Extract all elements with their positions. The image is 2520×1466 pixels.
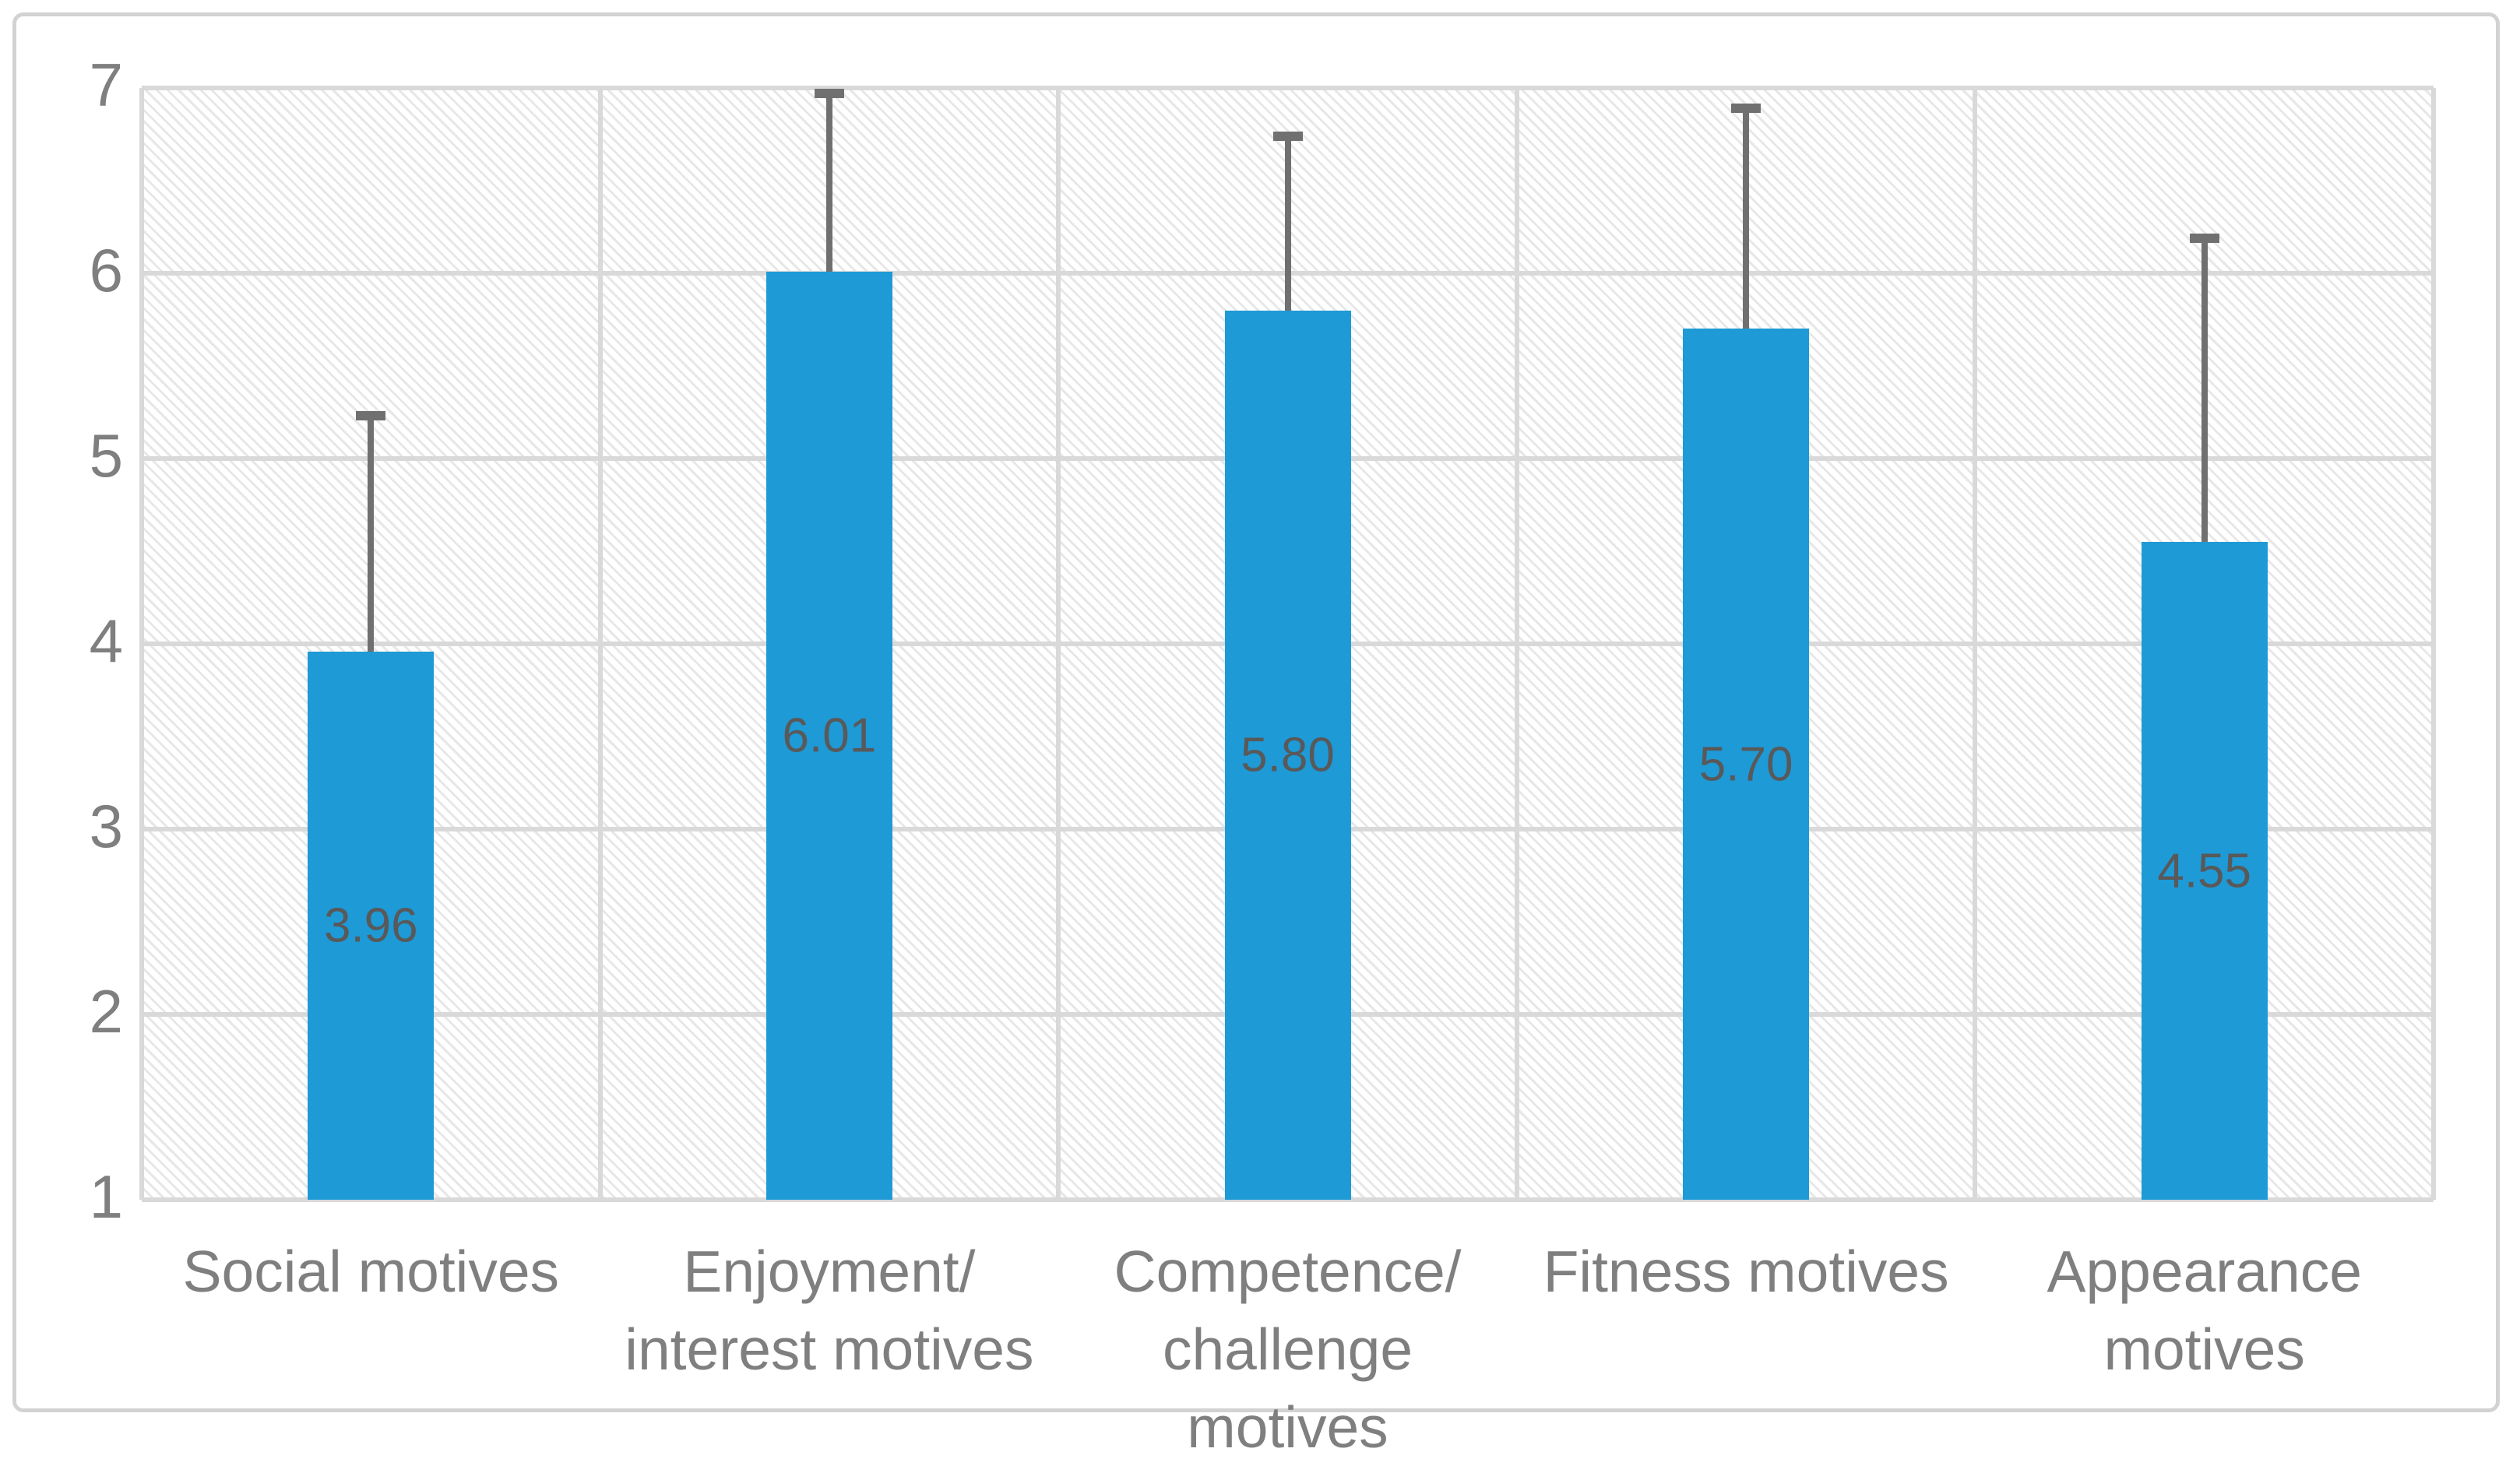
y-axis-tick-label: 6 bbox=[89, 235, 123, 304]
gridline-vertical bbox=[1514, 88, 1519, 1200]
bar-value-label: 3.96 bbox=[323, 898, 418, 953]
gridline-horizontal bbox=[142, 86, 2434, 90]
error-bar bbox=[825, 93, 832, 272]
gridline-vertical bbox=[1973, 88, 1978, 1200]
category-label-line: interest motives bbox=[625, 1317, 1034, 1382]
gridline-vertical bbox=[2431, 88, 2436, 1200]
category-label: Enjoyment/interest motives bbox=[600, 1232, 1059, 1388]
error-bar-cap bbox=[2189, 233, 2219, 243]
bar bbox=[2141, 542, 2268, 1200]
category-label-line: Competence/ bbox=[1114, 1239, 1462, 1304]
error-bar-cap bbox=[814, 89, 844, 99]
y-axis-tick-label: 7 bbox=[89, 50, 123, 119]
bar-chart: 7 6 5 4 3 2 1 3.96 Social motives 6.01 Enjoyment/i… bbox=[89, 50, 2436, 1460]
category-label-line: Appearance bbox=[2047, 1239, 2362, 1304]
category-label: Appearance motives bbox=[1975, 1232, 2434, 1388]
gridline-vertical bbox=[597, 88, 603, 1200]
error-bar bbox=[2201, 237, 2208, 543]
category-label: Social motives bbox=[142, 1232, 600, 1310]
bar bbox=[308, 651, 435, 1200]
category-label-line: Fitness motives bbox=[1543, 1239, 1949, 1304]
category-label-line: challenge motives bbox=[1162, 1317, 1413, 1460]
chart-figure: 7 6 5 4 3 2 1 3.96 Social motives 6.01 Enjoyment/i… bbox=[12, 12, 2500, 1460]
gridline-horizontal bbox=[142, 1197, 2434, 1202]
bar-value-label: 5.70 bbox=[1698, 737, 1793, 792]
y-axis-tick-label: 1 bbox=[89, 1162, 123, 1231]
gridline-vertical bbox=[139, 88, 144, 1200]
category-label-line: Social motives bbox=[182, 1239, 560, 1304]
error-bar bbox=[1743, 108, 1750, 329]
bar-value-label: 6.01 bbox=[782, 708, 877, 763]
error-bar-cap bbox=[356, 411, 386, 421]
error-bar bbox=[368, 416, 375, 652]
bar bbox=[1683, 329, 1810, 1200]
bar bbox=[766, 271, 892, 1200]
bar-value-label: 4.55 bbox=[2157, 844, 2252, 898]
error-bar bbox=[1284, 135, 1291, 311]
y-axis-tick-label: 5 bbox=[89, 420, 123, 490]
error-bar-cap bbox=[1731, 104, 1762, 114]
bar-value-label: 5.80 bbox=[1241, 728, 1335, 782]
bar bbox=[1224, 310, 1351, 1200]
error-bar-cap bbox=[1272, 131, 1303, 141]
category-label: Fitness motives bbox=[1517, 1232, 1976, 1310]
category-label-line: Enjoyment/ bbox=[683, 1239, 976, 1304]
y-axis-tick-label: 3 bbox=[89, 791, 123, 860]
category-label: Competence/challenge motives bbox=[1058, 1232, 1517, 1466]
category-label-line: motives bbox=[2103, 1317, 2305, 1382]
y-axis-tick-label: 2 bbox=[89, 976, 123, 1046]
y-axis-tick-label: 4 bbox=[89, 606, 123, 675]
gridline-vertical bbox=[1056, 88, 1061, 1200]
